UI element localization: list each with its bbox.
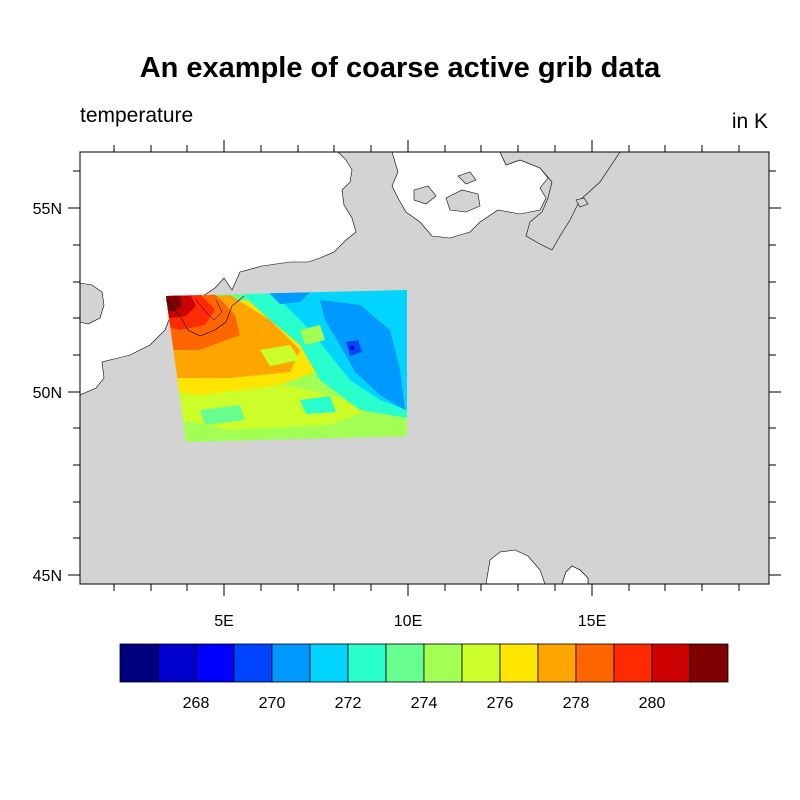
colorbar-box: [613, 643, 653, 683]
lon-ticks-top: [113, 140, 740, 152]
colorbar-box: [575, 643, 615, 683]
lat-label-45n: 45N: [33, 568, 62, 585]
lat-label-55n: 55N: [33, 201, 62, 218]
lon-ticks-bottom: [113, 584, 740, 596]
colorbar-box: [423, 643, 463, 683]
colorbar-box: [195, 643, 235, 683]
colorbar-labels: 268 270 272 274 276 278 280: [183, 695, 666, 712]
colorbar: [119, 643, 729, 683]
colorbar-box: [385, 643, 425, 683]
colorbar-box: [271, 643, 311, 683]
colorbar-label: 272: [335, 695, 362, 712]
left-subtitle: temperature: [80, 104, 194, 127]
colorbar-box: [651, 643, 691, 683]
colorbar-label: 276: [487, 695, 514, 712]
plot-title: An example of coarse active grib data: [139, 52, 661, 84]
colorbar-label: 278: [563, 695, 590, 712]
right-subtitle: in K: [731, 110, 768, 133]
land-denmark-islet: [457, 171, 477, 185]
sea-adriatic: [561, 565, 589, 584]
land-sweden-south: [499, 152, 621, 251]
colorbar-box: [309, 643, 349, 683]
lon-label-15e: 15E: [578, 613, 606, 630]
colorbar-box: [461, 643, 501, 683]
colorbar-box: [689, 643, 729, 683]
lat-ticks-left: [68, 170, 80, 576]
colorbar-box: [233, 643, 273, 683]
colorbar-label: 274: [411, 695, 438, 712]
colorbar-label: 280: [639, 695, 666, 712]
lon-label-10e: 10E: [394, 613, 422, 630]
colorbar-label: 270: [259, 695, 286, 712]
land-great-britain: [80, 282, 105, 325]
colorbar-box: [537, 643, 577, 683]
map-area: [80, 152, 769, 584]
land-zealand: [445, 189, 481, 213]
map-frame: [79, 151, 770, 585]
lon-label-5e: 5E: [214, 613, 234, 630]
lat-label-50n: 50N: [33, 385, 62, 402]
temperature-field: [165, 290, 407, 442]
land-funen: [413, 185, 437, 205]
colorbar-label: 268: [183, 695, 210, 712]
lat-ticks-right: [769, 170, 781, 576]
land-bornholm: [575, 197, 589, 208]
colorbar-box: [347, 643, 387, 683]
colorbar-box: [499, 643, 539, 683]
colorbar-box: [157, 643, 197, 683]
colorbar-box: [119, 643, 159, 683]
